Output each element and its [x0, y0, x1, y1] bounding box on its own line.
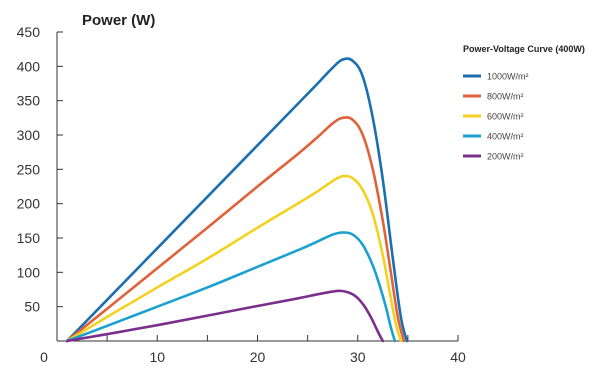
series-layer: [65, 57, 409, 343]
legend: Power-Voltage Curve (400W) 1000W/m² 800W/…: [463, 44, 585, 162]
series-line-5: [65, 289, 385, 343]
legend-label-4: 400W/m²: [487, 132, 524, 142]
series-line-4: [65, 231, 397, 343]
y-tick-label: 350: [17, 93, 41, 109]
y-tick-label: 150: [17, 230, 41, 246]
x-tick-label: 10: [149, 349, 165, 365]
chart-title: Power (W): [82, 12, 155, 29]
legend-label-1: 1000W/m²: [487, 72, 529, 82]
legend-title: Power-Voltage Curve (400W): [463, 44, 585, 54]
x-tick-label: 0: [40, 349, 48, 365]
x-tick-label: 40: [450, 349, 466, 365]
x-tick-label: 20: [250, 349, 266, 365]
series-line-1: [65, 57, 409, 343]
series-line-3: [65, 174, 403, 343]
y-ticks: 50 100 150 200 250 300 350 400 450: [17, 24, 63, 315]
plot-layer: 0 10 20 30 40 50 100 150 200 250 300 350 400 450: [17, 24, 466, 365]
y-tick-label: 100: [17, 264, 41, 280]
legend-label-2: 800W/m²: [487, 92, 524, 102]
legend-items: 1000W/m² 800W/m² 600W/m² 400W/m² 200W/m²: [463, 72, 529, 162]
series-line-2: [65, 116, 406, 343]
legend-label-3: 600W/m²: [487, 112, 524, 122]
y-tick-label: 450: [17, 24, 41, 40]
x-ticks: 0 10 20 30 40: [40, 335, 466, 365]
legend-label-5: 200W/m²: [487, 152, 524, 162]
y-tick-label: 400: [17, 58, 41, 74]
y-tick-label: 300: [17, 127, 41, 143]
y-tick-label: 50: [24, 299, 40, 315]
y-tick-label: 200: [17, 196, 41, 212]
x-tick-label: 30: [350, 349, 366, 365]
y-tick-label: 250: [17, 161, 41, 177]
